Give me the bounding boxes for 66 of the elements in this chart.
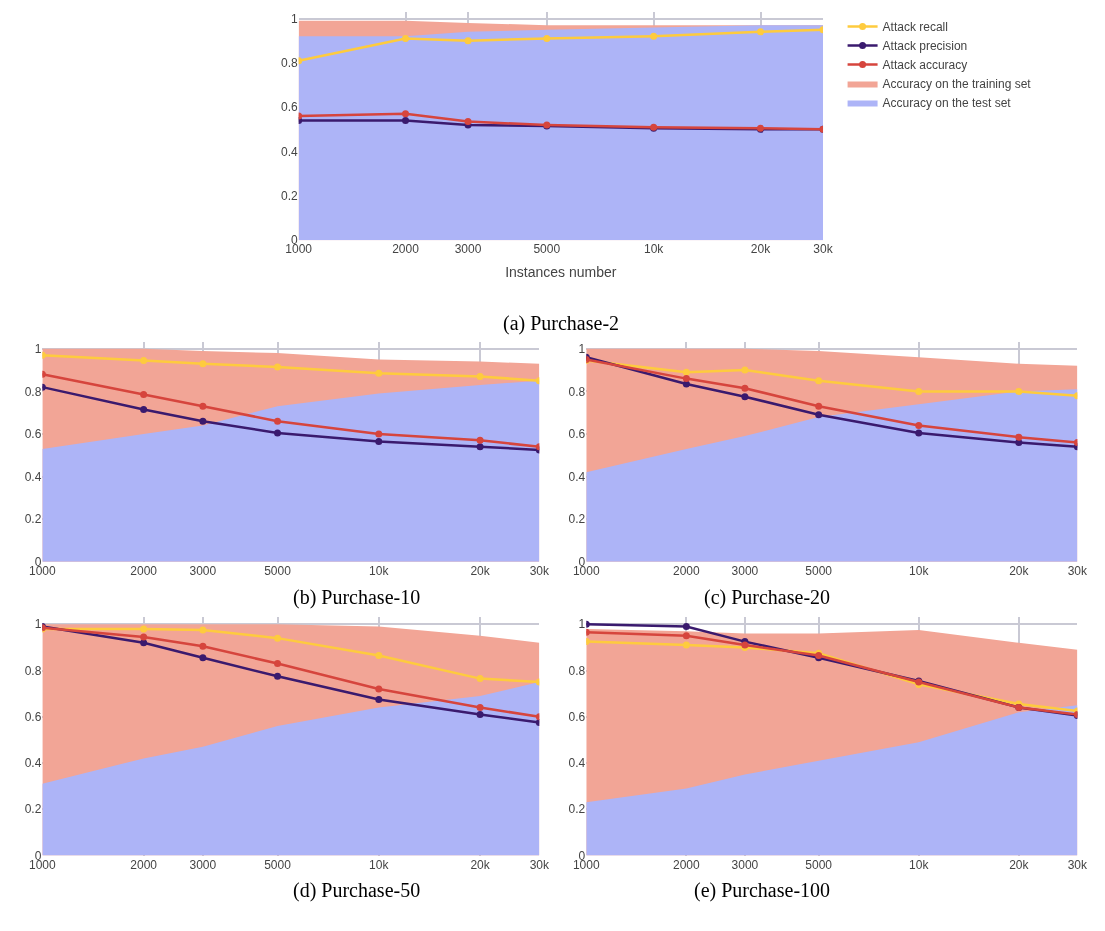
y-tick-label: 0.4 xyxy=(568,756,586,771)
y-tick-label: 0.2 xyxy=(24,802,42,817)
y-tick-label: 0.6 xyxy=(280,100,298,115)
x-tick-label: 2000 xyxy=(130,857,158,872)
x-tick-label: 3000 xyxy=(189,563,217,578)
text: (b) Purchase-10 xyxy=(293,586,421,609)
x-tick-label: 2000 xyxy=(392,242,420,257)
x-tick-label: 30k xyxy=(813,242,834,257)
y-tick-label: 1 xyxy=(34,342,42,356)
x-tick-label: 10k xyxy=(369,857,390,872)
y-tick-label: 0.4 xyxy=(24,469,42,484)
y-tick-label: 0.8 xyxy=(24,384,42,399)
x-tick-label: 20k xyxy=(470,857,491,872)
x-tick-label: 5000 xyxy=(533,242,561,257)
y-tick-label: 0.2 xyxy=(568,802,586,817)
x-tick-label: 30k xyxy=(1067,563,1089,578)
x-tick-label: 20k xyxy=(470,563,491,578)
x-tick-label: 5000 xyxy=(264,857,292,872)
y-tick-label: 1 xyxy=(578,342,586,356)
legend-label: Accuracy on the test set xyxy=(882,96,1012,111)
y-tick-label: 0.2 xyxy=(24,512,42,527)
text: (a) Purchase-2 xyxy=(503,312,620,335)
text: (e) Purchase-100 xyxy=(694,879,831,902)
x-tick-label: 3000 xyxy=(731,563,759,578)
text: (d) Purchase-50 xyxy=(293,879,421,902)
y-tick-label: 0.8 xyxy=(24,663,42,678)
y-tick-label: 0.8 xyxy=(568,384,586,399)
legend-label: Attack precision xyxy=(882,39,968,54)
y-tick-label: 0.6 xyxy=(24,709,42,724)
y-tick-label: 0.8 xyxy=(568,663,586,678)
legend-label: Accuracy on the training set xyxy=(882,77,1032,92)
text: (c) Purchase-20 xyxy=(704,586,831,609)
x-tick-label: 3000 xyxy=(731,857,759,872)
y-tick-label: 0.6 xyxy=(24,427,42,442)
y-tick-label: 0.4 xyxy=(568,469,586,484)
x-tick-label: 5000 xyxy=(805,857,833,872)
x-tick-label: 2000 xyxy=(673,857,701,872)
y-tick-label: 0.6 xyxy=(568,427,586,442)
y-tick-label: 1 xyxy=(578,617,586,632)
x-tick-label: 30k xyxy=(1067,857,1089,872)
x-tick-label: 2000 xyxy=(673,563,701,578)
x-tick-label: 30k xyxy=(529,563,550,578)
x-axis-title: Instances number xyxy=(505,264,617,281)
y-tick-label: 1 xyxy=(290,11,298,26)
legend-label: Attack accuracy xyxy=(882,58,968,73)
x-tick-label: 30k xyxy=(529,857,550,872)
y-tick-label: 0.4 xyxy=(280,144,298,159)
x-tick-label: 20k xyxy=(750,242,772,257)
x-tick-label: 20k xyxy=(1009,857,1030,872)
y-tick-label: 1 xyxy=(34,617,42,632)
x-tick-label: 3000 xyxy=(189,857,217,872)
x-tick-label: 10k xyxy=(909,563,930,578)
x-tick-label: 10k xyxy=(643,242,665,257)
y-tick-label: 0.2 xyxy=(280,189,298,204)
y-tick-label: 0.2 xyxy=(568,512,586,527)
x-tick-label: 10k xyxy=(909,857,930,872)
y-tick-label: 0.4 xyxy=(24,756,42,771)
x-tick-label: 3000 xyxy=(454,242,482,257)
y-tick-label: 0.8 xyxy=(280,56,298,71)
x-tick-label: 10k xyxy=(369,563,390,578)
legend-label: Attack recall xyxy=(882,20,948,35)
x-tick-label: 5000 xyxy=(264,563,292,578)
x-tick-label: 20k xyxy=(1009,563,1030,578)
y-tick-label: 0.6 xyxy=(568,709,586,724)
x-tick-label: 5000 xyxy=(805,563,833,578)
x-tick-label: 2000 xyxy=(130,563,158,578)
